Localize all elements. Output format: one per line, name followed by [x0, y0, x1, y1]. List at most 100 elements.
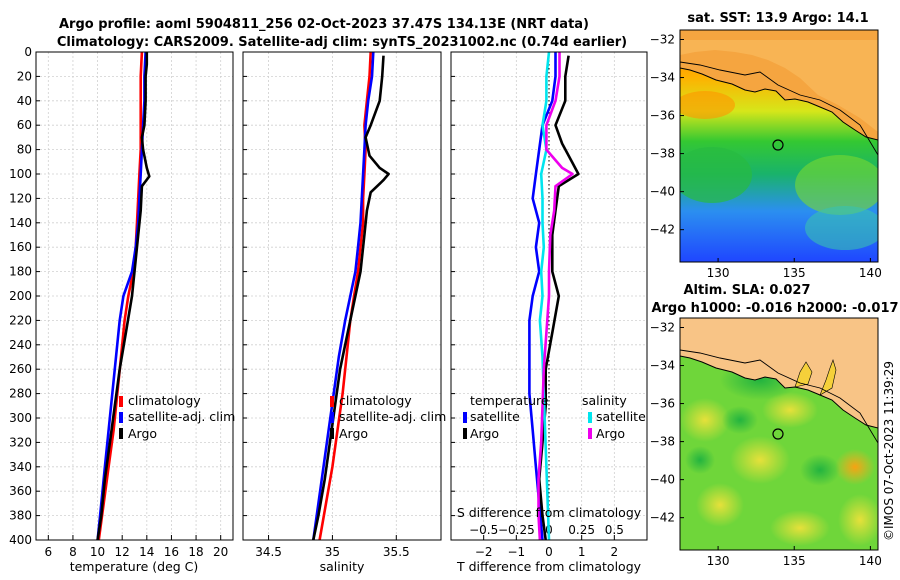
- temperature-difference-xlabel: T difference from climatology: [456, 559, 642, 574]
- coastline: [680, 318, 878, 429]
- map-y-tick-label: −34: [650, 71, 675, 85]
- x-tick-label: 10: [90, 545, 105, 559]
- y-tick-label: 60: [17, 118, 32, 132]
- map-y-tick-label: −42: [650, 223, 675, 237]
- x-tick-label: −2: [475, 545, 493, 559]
- temperature-xlabel: temperature (deg C): [70, 559, 199, 574]
- y-tick-label: 100: [9, 167, 32, 181]
- x-tick-label: 14: [139, 545, 154, 559]
- x-tick-label: −1: [507, 545, 525, 559]
- map-y-tick-label: −40: [650, 185, 675, 199]
- sst-patch: [805, 206, 878, 250]
- coastline: [680, 30, 878, 141]
- sst-patch: [680, 147, 752, 203]
- sla-anomaly: [800, 454, 840, 486]
- y-tick-label: 220: [9, 313, 32, 327]
- map-y-tick-label: −36: [650, 109, 675, 123]
- sst-map-frame: [679, 29, 879, 263]
- y-tick-label: 240: [9, 338, 32, 352]
- map-y-tick-label: −36: [650, 397, 675, 411]
- salinity-panel: 34.5 35 35.5: [242, 51, 442, 559]
- sla-map: [680, 318, 878, 550]
- y-tick-label: 400: [9, 533, 32, 547]
- sla-anomaly: [770, 510, 830, 546]
- s-tick-label: 0.25: [568, 523, 595, 537]
- difference-legend: temperature satellite Argo salinity sate…: [463, 393, 646, 441]
- y-tick-label: 160: [9, 240, 32, 254]
- temperature-legend: climatology satellite-adj. clim Argo: [119, 393, 235, 441]
- x-tick-label: 35: [325, 545, 340, 559]
- argo-location-marker: [772, 428, 784, 440]
- y-tick-label: 280: [9, 387, 32, 401]
- y-tick-label: 0: [24, 45, 32, 59]
- sla-map-subtitle: Argo h1000: -0.016 h2000: -0.017: [651, 301, 898, 316]
- legend-label-argo: Argo: [128, 426, 157, 441]
- sst-map: [680, 30, 878, 262]
- x-tick-label: 16: [164, 545, 179, 559]
- land-shading: [680, 40, 878, 132]
- y-tick-label: 120: [9, 191, 32, 205]
- salinity-legend: climatology satellite-adj. clim Argo: [330, 393, 446, 441]
- legend-swatch-temperature-argo: [463, 428, 467, 439]
- figure-title-line1: Argo profile: aoml 5904811_256 02-Oct-20…: [59, 17, 589, 32]
- map-y-tick-label: −42: [650, 511, 675, 525]
- sla-anomaly: [835, 449, 875, 485]
- legend-swatch-salinity-argo: [588, 428, 592, 439]
- shelf-contour: [680, 61, 878, 156]
- map-y-tick-label: −32: [650, 321, 675, 335]
- panel-frame: [242, 51, 442, 541]
- legend-swatch-climatology: [119, 396, 123, 407]
- copyright-stamp: ©IMOS 07-Oct-2023 11:39:29: [882, 361, 896, 541]
- sst-patch: [680, 91, 735, 119]
- map-x-tick-label: 135: [783, 554, 806, 568]
- legend-swatch-argo: [119, 428, 123, 439]
- sla-anomaly: [838, 494, 878, 546]
- y-tick-label: 40: [17, 94, 32, 108]
- x-tick-label: 2: [611, 545, 619, 559]
- sst-map-axes: 130 135 140 −32 −34 −36 −38 −40 −42: [650, 33, 882, 280]
- sla-map-frame: [679, 317, 879, 551]
- map-y-tick-label: −34: [650, 359, 675, 373]
- sla-map-axes: 130 135 140 −32 −34 −36 −38 −40 −42: [650, 321, 882, 568]
- shelf-contour: [680, 349, 878, 444]
- series-salinity-satellite: [538, 51, 551, 541]
- legend-label-satellite: satellite-adj. clim: [339, 409, 446, 424]
- argo-location-marker: [772, 139, 784, 151]
- y-tick-label: 380: [9, 509, 32, 523]
- series-salinity-argo: [537, 52, 574, 541]
- sla-map-title: Altim. SLA: 0.027: [684, 283, 811, 298]
- x-tick-label: 0: [545, 545, 553, 559]
- sla-anomaly: [722, 406, 758, 434]
- map-x-tick-label: 140: [859, 266, 882, 280]
- y-tick-label: 80: [17, 143, 32, 157]
- legend-label-temperature-argo: Argo: [470, 426, 499, 441]
- legend-swatch-argo: [330, 428, 334, 439]
- y-tick-label: 260: [9, 362, 32, 376]
- panel-frame: [450, 51, 648, 541]
- map-x-tick-label: 130: [707, 554, 730, 568]
- series-satellite-adj-clim: [312, 51, 375, 541]
- map-x-tick-label: 135: [783, 266, 806, 280]
- x-tick-label: 18: [188, 545, 203, 559]
- difference-panel: −2 −1 0 1 2−0.5 −0.25 0 0.25 0.5: [450, 51, 648, 559]
- legend-swatch-salinity-satellite: [588, 412, 592, 423]
- y-tick-label: 340: [9, 460, 32, 474]
- sla-anomaly: [730, 436, 790, 484]
- legend-label-climatology: climatology: [339, 393, 412, 408]
- x-tick-label: 12: [115, 545, 130, 559]
- x-tick-label: 1: [578, 545, 586, 559]
- y-tick-label: 200: [9, 289, 32, 303]
- x-tick-label: 35.5: [383, 545, 410, 559]
- map-y-tick-label: −38: [650, 147, 675, 161]
- x-tick-label: 20: [213, 545, 228, 559]
- map-x-tick-label: 130: [707, 266, 730, 280]
- x-tick-label: 6: [44, 545, 52, 559]
- legend-label-argo: Argo: [339, 426, 368, 441]
- sla-anomaly: [696, 483, 744, 527]
- sla-anomaly: [680, 398, 730, 442]
- map-y-tick-label: −32: [650, 33, 675, 47]
- legend-swatch-satellite: [119, 412, 123, 423]
- legend-label-climatology: climatology: [128, 393, 201, 408]
- x-tick-label: 34.5: [255, 545, 282, 559]
